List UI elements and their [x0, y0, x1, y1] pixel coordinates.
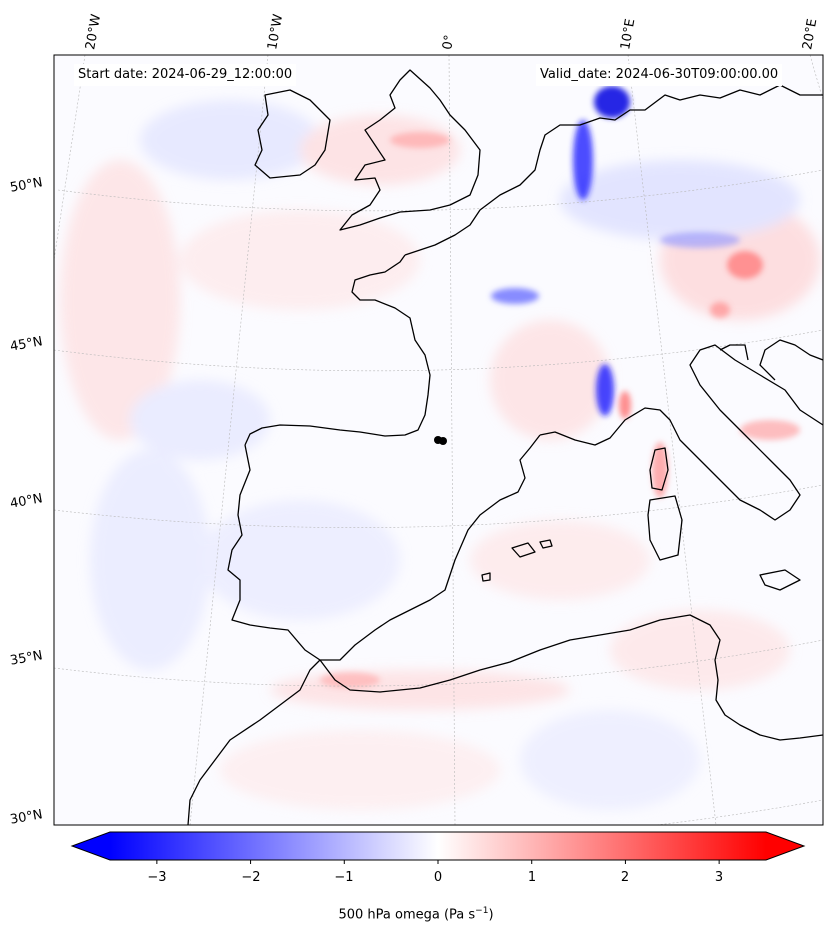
- colorbar-tick-label: 1: [527, 870, 537, 885]
- location-marker: [434, 436, 447, 445]
- omega-field: [60, 86, 820, 810]
- colorbar: [70, 831, 806, 864]
- colorbar-tick-label: 0: [433, 870, 443, 885]
- colorbar-tick-label: 2: [620, 870, 630, 885]
- colorbar-title: 500 hPa omega (Pa s−1): [0, 906, 832, 922]
- valid-date-label: Valid_date: 2024-06-30T09:00:00.00: [536, 64, 783, 86]
- colorbar-tick-label: −2: [241, 870, 261, 885]
- colorbar-extend-low: [72, 832, 110, 860]
- map-frame: [53, 54, 824, 826]
- colorbar-tick-label: −1: [334, 870, 354, 885]
- colorbar-title-exponent: −1: [475, 906, 489, 916]
- coastlines: [187, 69, 823, 825]
- graticule: [54, 55, 823, 825]
- colorbar-extend-high: [766, 832, 804, 860]
- colorbar-tick-label: −3: [147, 870, 167, 885]
- colorbar-title-close: ): [488, 907, 494, 923]
- start-date-label: Start date: 2024-06-29_12:00:00: [74, 64, 297, 86]
- colorbar-title-text: 500 hPa omega (Pa s: [338, 907, 476, 923]
- lon-label-0: 0°: [440, 33, 458, 51]
- colorbar-tick-label: 3: [714, 870, 724, 885]
